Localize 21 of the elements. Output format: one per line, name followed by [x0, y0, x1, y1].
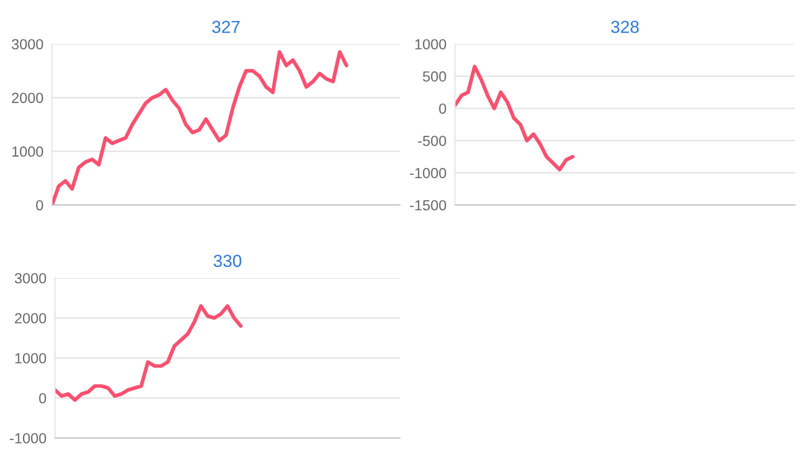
chart-title: 328: [611, 20, 639, 34]
y-tick-label: 0: [439, 104, 446, 114]
y-tick-label: 3000: [12, 39, 44, 50]
y-tick-label: -1500: [410, 200, 446, 210]
y-tick-label: 1000: [15, 353, 46, 364]
y-tick-label: 0: [39, 393, 46, 404]
y-tick-label: 2000: [14, 313, 46, 324]
y-tick-label: -1000: [410, 168, 446, 178]
y-tick-label: 500: [422, 71, 446, 82]
y-tick-label: -1000: [10, 433, 46, 444]
line-series: [455, 64, 574, 172]
y-tick-label: 1000: [415, 39, 446, 50]
y-tick-label: 1000: [12, 146, 44, 157]
y-tick-label: 3000: [14, 273, 46, 284]
chart-title: 330: [214, 254, 242, 268]
line-series: [52, 50, 348, 205]
y-tick-label: -500: [418, 136, 446, 146]
y-tick-label: 2000: [12, 92, 44, 104]
line-series: [55, 304, 243, 402]
y-tick-label: 0: [36, 200, 44, 210]
chart-title: 327: [212, 20, 240, 34]
